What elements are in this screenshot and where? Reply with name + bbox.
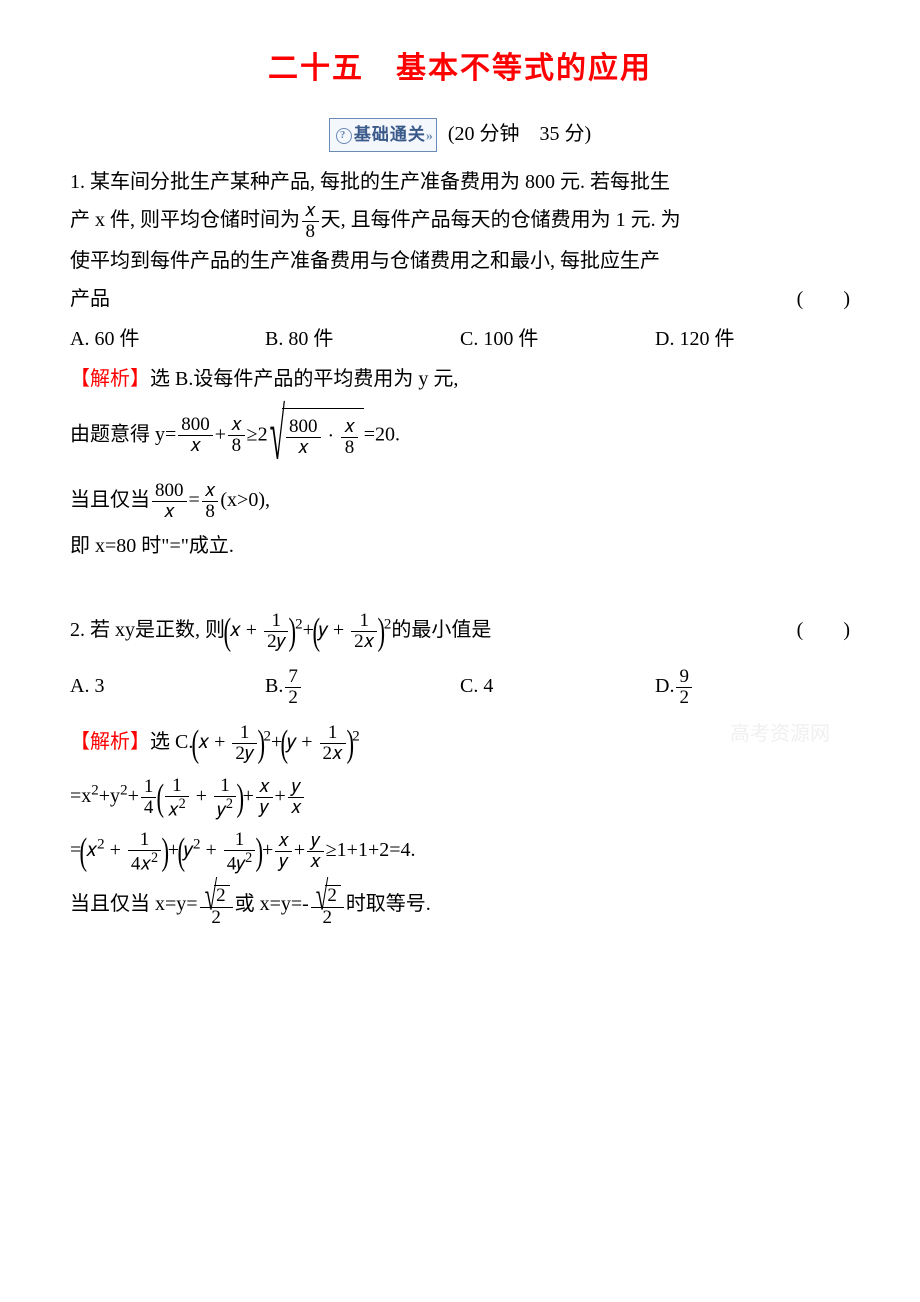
frac-x-8: 𝑥8 xyxy=(302,201,319,242)
frac-x-8-b: 𝑥8 xyxy=(228,415,245,456)
frac-x-8-c: 𝑥8 xyxy=(202,481,219,522)
q1-sol3a: 当且仅当 xyxy=(70,489,150,511)
q2-sol5b: 或 x=y=- xyxy=(235,893,309,915)
badge-basic: 基础通关» xyxy=(329,118,437,152)
q1-stem2b: 天, 且每件产品每天的仓储费用为 1 元. 为 xyxy=(321,209,681,231)
analysis-label: 【解析】 xyxy=(70,368,150,390)
q1-opt-d: D. 120 件 xyxy=(655,320,850,358)
q1-sol2b: =20. xyxy=(364,423,400,445)
q1-sol-1: 【解析】选 B.设每件产品的平均费用为 y 元, xyxy=(70,360,850,398)
page-title: 二十五 基本不等式的应用 xyxy=(70,40,850,97)
q1-stem-line4: 产品 ( ) xyxy=(70,280,850,318)
q1-stem-line3: 使平均到每件产品的生产准备费用与仓储费用之和最小, 每批应生产 xyxy=(70,242,850,280)
q2-sol-2: =x2+y2+14(1𝑥2 + 1𝑦2)+𝑥𝑦+𝑦𝑥 xyxy=(70,769,850,823)
q2-opt-a: A. 3 xyxy=(70,659,265,713)
q2-sol4a: ≥1+1+2=4. xyxy=(326,839,416,861)
q1-stem-line2: 产 x 件, 则平均仓储时间为𝑥8天, 且每件产品每天的仓储费用为 1 元. 为 xyxy=(70,201,850,242)
q2-sol5c: 时取等号. xyxy=(346,893,431,915)
q1-opt-b: B. 80 件 xyxy=(265,320,460,358)
q1-sol-3: 当且仅当800𝑥=𝑥8(x>0), xyxy=(70,473,850,527)
q2-sol5a: 当且仅当 x=y= xyxy=(70,893,198,915)
q1-opt-c: C. 100 件 xyxy=(460,320,655,358)
q1-options: A. 60 件 B. 80 件 C. 100 件 D. 120 件 xyxy=(70,320,850,358)
q1-paren: ( ) xyxy=(797,280,850,318)
timing-text: (20 分钟 35 分) xyxy=(448,123,591,145)
q2-stem-a: 2. 若 xy是正数, 则 xyxy=(70,619,225,641)
q2-options: A. 3 B.72 C. 4 D.92 xyxy=(70,659,850,713)
frac-800-x: 800𝑥 xyxy=(178,415,213,456)
q1-stem4: 产品 xyxy=(70,280,110,318)
arrows-icon: » xyxy=(426,129,430,144)
badge-label: 基础通关 xyxy=(354,125,426,144)
q2-opt-d: D.92 xyxy=(655,659,850,713)
q1-stem-line1: 1. 某车间分批生产某种产品, 每批的生产准备费用为 800 元. 若每批生 xyxy=(70,163,850,201)
frac-1-2y: 12𝑦 xyxy=(264,611,288,652)
badge-icon xyxy=(336,128,352,144)
frac-1-2x: 12𝑥 xyxy=(351,611,377,652)
q1-stem2a: 产 x 件, 则平均仓储时间为 xyxy=(70,209,300,231)
q2-stem: 2. 若 xy是正数, 则(𝑥 + 12𝑦)2+(𝑦 + 12𝑥)2的最小值是 … xyxy=(70,603,850,657)
q2-paren: ( ) xyxy=(797,603,850,657)
q1-opt-a: A. 60 件 xyxy=(70,320,265,358)
frac-800-x-b: 800𝑥 xyxy=(152,481,187,522)
q2-opt-c: C. 4 xyxy=(460,659,655,713)
subtitle: 基础通关» (20 分钟 35 分) xyxy=(70,115,850,153)
q1-sol3b: (x>0), xyxy=(220,489,270,511)
q1-sol1-text: 选 B.设每件产品的平均费用为 y 元, xyxy=(150,368,458,390)
sqrt-expr: √800𝑥 · 𝑥8 xyxy=(268,398,364,474)
q2-sol-3: =(𝑥2 + 14𝑥2)+(𝑦2 + 14𝑦2)+𝑥𝑦+𝑦𝑥≥1+1+2=4. xyxy=(70,823,850,877)
q2-sol-4: 当且仅当 x=y=√22或 x=y=-√22时取等号. xyxy=(70,877,850,931)
q2-sol1: 选 C. xyxy=(150,731,193,753)
q1-sol-4: 即 x=80 时"="成立. xyxy=(70,527,850,565)
q2-opt-b: B.72 xyxy=(265,659,460,713)
q2-stem-b: 的最小值是 xyxy=(391,619,491,641)
analysis-label-2: 【解析】 xyxy=(70,731,150,753)
q1-sol2a: 由题意得 y= xyxy=(70,423,176,445)
q2-sol-1: 【解析】选 C.(𝑥 + 12𝑦)2+(𝑦 + 12𝑥)2 xyxy=(70,715,850,769)
q2-stem-left: 2. 若 xy是正数, 则(𝑥 + 12𝑦)2+(𝑦 + 12𝑥)2的最小值是 xyxy=(70,603,491,657)
q1-sol-2: 由题意得 y=800𝑥+𝑥8≥2√800𝑥 · 𝑥8=20. xyxy=(70,398,850,474)
